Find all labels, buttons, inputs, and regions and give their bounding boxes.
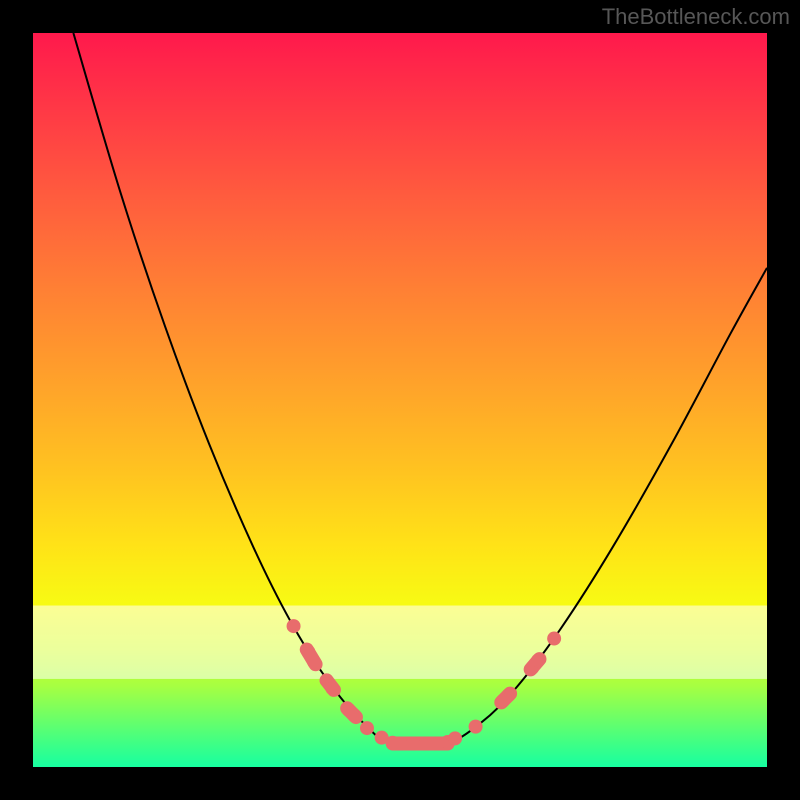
marker-dot [307,655,321,669]
marker-dot [347,709,361,723]
marker-dot [469,720,483,734]
marker-dot [360,721,374,735]
marker-dot [406,737,420,751]
pale-band [33,606,767,679]
marker-dot [531,654,545,668]
plot-area [33,33,767,767]
marker-dot [448,731,462,745]
chart-svg [0,0,800,800]
marker-dot [502,688,516,702]
marker-dot [325,681,339,695]
marker-dot [547,632,561,646]
marker-dot [393,737,407,751]
marker-dot [287,619,301,633]
